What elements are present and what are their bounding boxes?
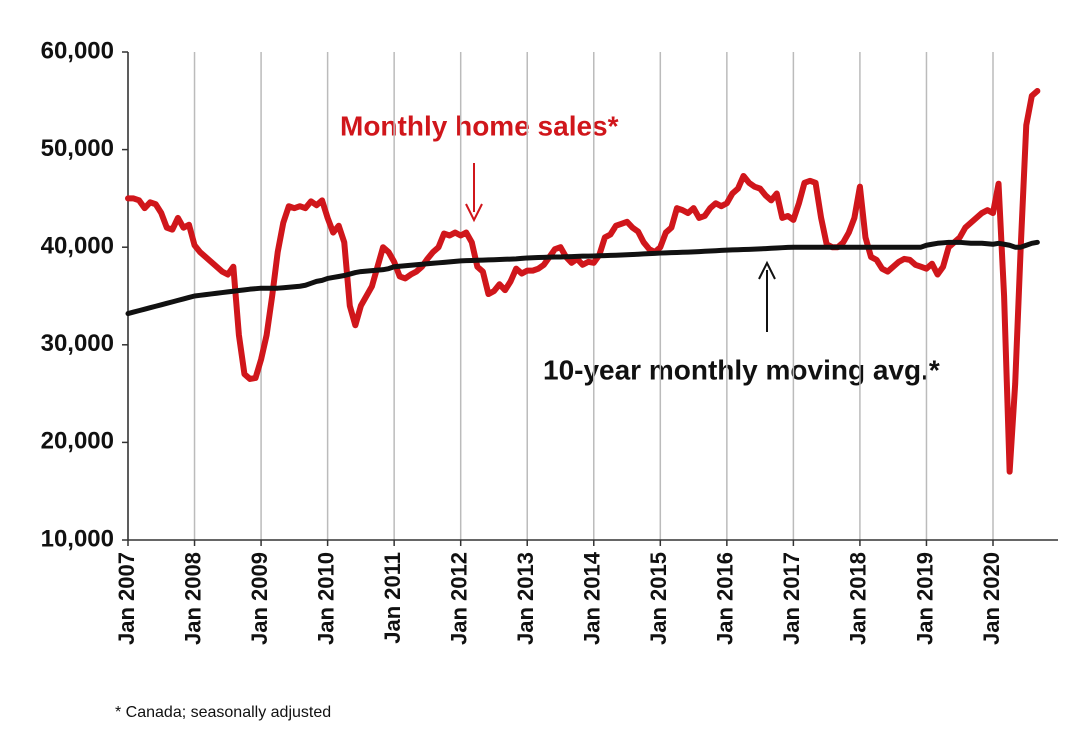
- line-series: [125, 88, 1041, 475]
- x-tick-label: Jan 2020: [979, 552, 1004, 645]
- x-tick-label: Jan 2010: [313, 552, 338, 645]
- x-tick-label: Jan 2019: [912, 552, 937, 645]
- y-tick-label: 50,000: [41, 135, 114, 162]
- x-tick-label: Jan 2011: [380, 552, 405, 644]
- x-tick-label: Jan 2014: [580, 551, 605, 645]
- x-tick-label: Jan 2012: [447, 552, 472, 645]
- x-tick-label: Jan 2016: [713, 552, 738, 645]
- x-tick-label: Jan 2008: [180, 552, 205, 645]
- y-tick-label: 60,000: [41, 37, 114, 64]
- x-tick-label: Jan 2013: [513, 552, 538, 645]
- annotation: 10-year monthly moving avg.*: [543, 354, 940, 385]
- annotation: Monthly home sales*: [340, 110, 619, 141]
- y-tick-label: 40,000: [41, 233, 114, 260]
- arrow-head: [465, 203, 483, 223]
- x-tick-label: Jan 2018: [846, 552, 871, 645]
- x-tick-label: Jan 2015: [646, 552, 671, 645]
- footnote: * Canada; seasonally adjusted: [115, 704, 331, 721]
- arrow-head: [758, 260, 776, 280]
- line-series: [125, 239, 1040, 317]
- x-tick-label: Jan 2017: [779, 552, 804, 645]
- y-tick-label: 10,000: [41, 525, 114, 552]
- y-tick-label: 20,000: [41, 428, 114, 455]
- x-tick-label: Jan 2009: [247, 552, 272, 645]
- y-tick-label: 30,000: [41, 330, 114, 357]
- x-tick-label: Jan 2007: [114, 552, 139, 645]
